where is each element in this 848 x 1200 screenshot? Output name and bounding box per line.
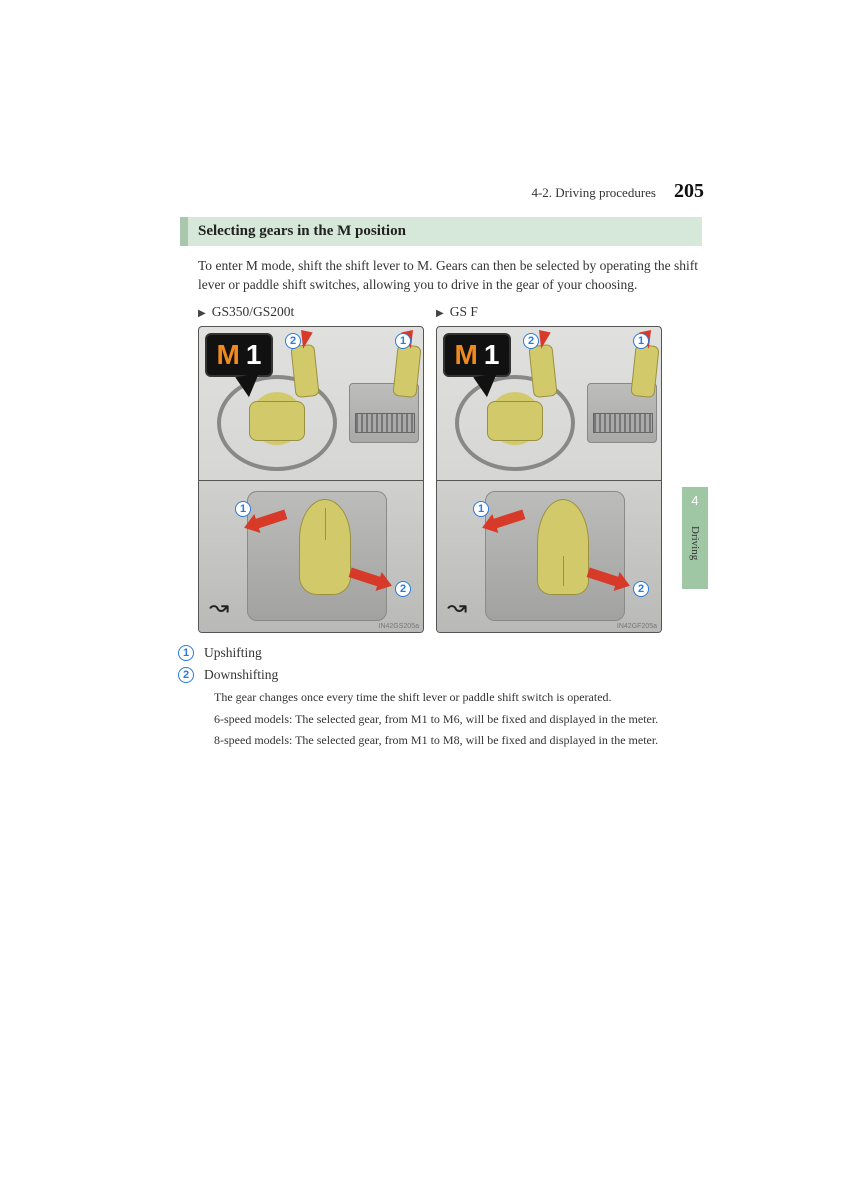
notes: The gear changes once every time the shi… <box>214 689 694 749</box>
diagram-row: GS350/GS200t 2 1 M 1 <box>198 304 710 633</box>
diagram-top-steering: 2 1 M 1 <box>199 327 423 481</box>
diagram-bottom-shifter: 1 2 ↝ IN42GF205a <box>437 481 661 632</box>
motion-squiggle-icon: ↝ <box>209 593 229 622</box>
page-header: 4-2. Driving procedures 205 <box>140 180 710 203</box>
legend-item-1: 1 Upshifting <box>198 645 710 661</box>
callout-tail-icon <box>235 373 262 399</box>
gear-indicator-badge: M 1 <box>205 333 273 377</box>
legend-num-1: 1 <box>178 645 194 661</box>
section-label: 4-2. Driving procedures <box>531 185 656 201</box>
variant-label-right: GS F <box>436 304 666 320</box>
diagram-gsf: 2 1 M 1 <box>436 326 662 633</box>
legend-text-1: Upshifting <box>204 645 262 661</box>
intro-paragraph: To enter M mode, shift the shift lever t… <box>198 256 698 294</box>
chapter-number: 4 <box>691 493 698 508</box>
shift-knob-icon <box>537 499 589 595</box>
badge-gear-number: 1 <box>484 339 500 371</box>
badge-gear-number: 1 <box>246 339 262 371</box>
image-code: IN42GS205a <box>379 623 419 630</box>
badge-m-letter: M <box>217 339 240 371</box>
diagram-bottom-shifter: 1 2 ↝ IN42GS205a <box>199 481 423 632</box>
chapter-label: Driving <box>689 526 701 560</box>
diagram-gs350: 2 1 M 1 <box>198 326 424 633</box>
image-code: IN42GF205a <box>617 623 657 630</box>
note-3: 8-speed models: The selected gear, from … <box>214 732 694 749</box>
shift-knob-icon <box>299 499 351 595</box>
gear-indicator-badge: M 1 <box>443 333 511 377</box>
paddle-left-icon <box>290 344 319 398</box>
vents-icon <box>593 413 653 433</box>
legend-item-2: 2 Downshifting <box>198 667 710 683</box>
page-content: 4-2. Driving procedures 205 Selecting ge… <box>140 180 710 754</box>
variant-gsf: GS F 2 1 M 1 <box>436 304 666 633</box>
badge-m-letter: M <box>455 339 478 371</box>
paddle-left-icon <box>528 344 557 398</box>
motion-squiggle-icon: ↝ <box>447 593 467 622</box>
section-title: Selecting gears in the M position <box>180 217 702 246</box>
chapter-tab: 4 Driving <box>682 487 708 589</box>
legend: 1 Upshifting 2 Downshifting <box>198 645 710 683</box>
variant-gs350: GS350/GS200t 2 1 M 1 <box>198 304 428 633</box>
note-1: The gear changes once every time the shi… <box>214 689 694 706</box>
callout-tail-icon <box>473 373 500 399</box>
legend-num-2: 2 <box>178 667 194 683</box>
diagram-top-steering: 2 1 M 1 <box>437 327 661 481</box>
variant-label-left: GS350/GS200t <box>198 304 428 320</box>
page-number: 205 <box>674 180 704 203</box>
note-2: 6-speed models: The selected gear, from … <box>214 711 694 728</box>
vents-icon <box>355 413 415 433</box>
legend-text-2: Downshifting <box>204 667 278 683</box>
